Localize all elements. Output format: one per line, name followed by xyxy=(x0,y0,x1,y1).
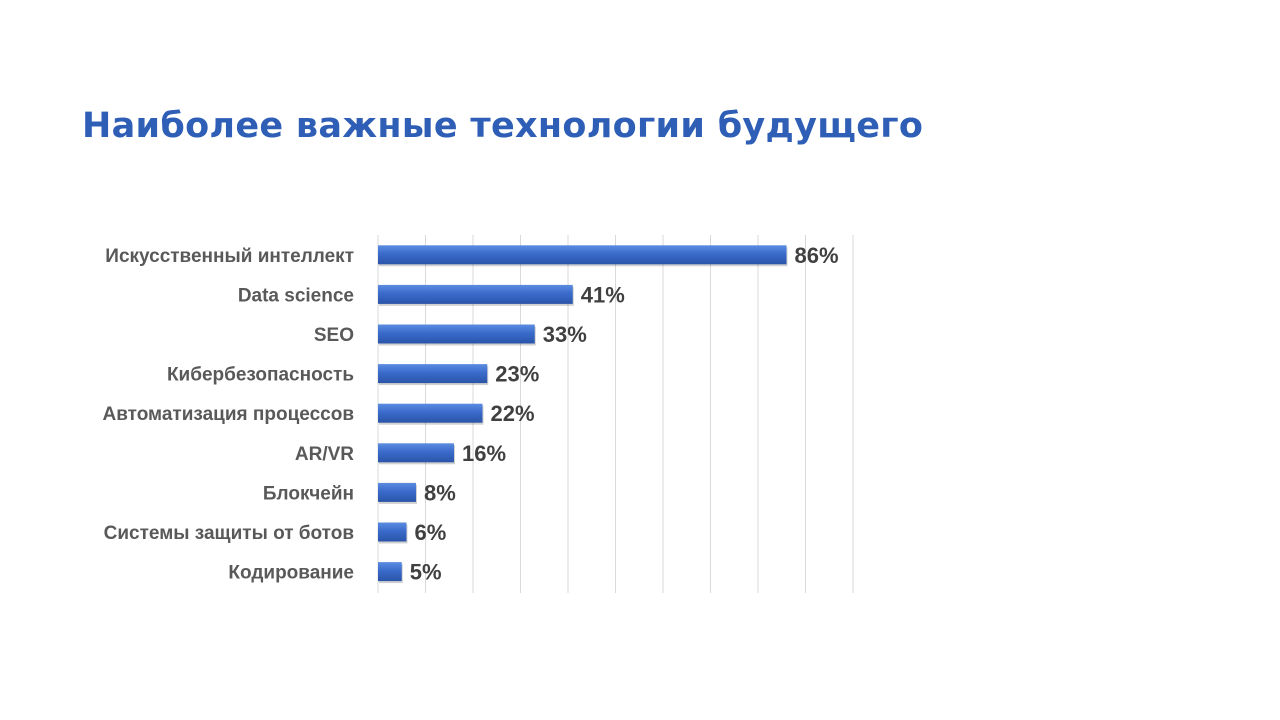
category-label: Кодирование xyxy=(228,563,354,584)
category-label: Искусственный интеллект xyxy=(105,246,354,267)
bar xyxy=(378,443,454,463)
bar-layer xyxy=(378,245,788,584)
bar xyxy=(378,324,535,344)
value-label: 33% xyxy=(543,322,587,347)
value-label: 86% xyxy=(795,243,839,268)
category-label: AR/VR xyxy=(295,444,354,465)
bar xyxy=(378,245,787,265)
value-label: 16% xyxy=(462,441,506,466)
value-label: 41% xyxy=(581,282,625,307)
bar xyxy=(378,482,416,502)
bar-chart: Искусственный интеллект 86% Data science 41… xyxy=(102,235,854,593)
category-label: SEO xyxy=(314,325,354,346)
bar xyxy=(378,284,573,304)
value-label: 23% xyxy=(495,362,539,387)
value-label: 5% xyxy=(410,560,442,585)
value-label: 6% xyxy=(415,520,447,545)
slide-title: Наиболее важные технологии будущего xyxy=(82,106,924,146)
bar xyxy=(378,522,407,542)
category-label: Data science xyxy=(238,285,354,306)
bar xyxy=(378,364,488,384)
value-label: 22% xyxy=(491,401,535,426)
value-label: 8% xyxy=(424,480,456,505)
label-layer: Искусственный интеллект 86% Data science 41… xyxy=(102,243,838,585)
bar xyxy=(378,403,483,423)
category-label: Автоматизация процессов xyxy=(102,404,354,425)
category-label: Блокчейн xyxy=(263,483,354,504)
category-label: Системы защиты от ботов xyxy=(104,523,354,544)
bar xyxy=(378,562,402,582)
category-label: Кибербезопасность xyxy=(167,365,354,386)
